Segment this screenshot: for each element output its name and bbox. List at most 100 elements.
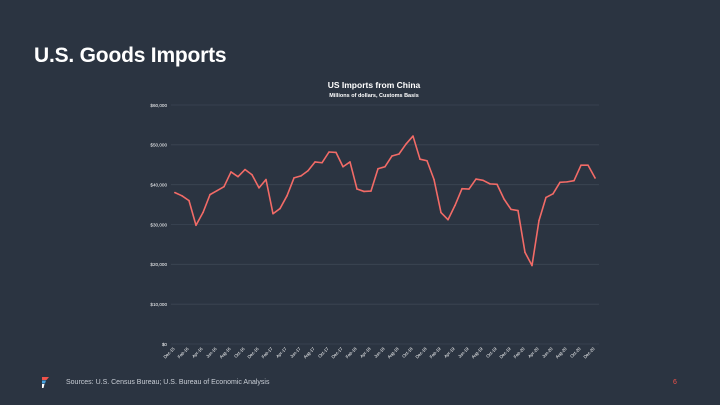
y-tick-label: $20,000 [150,262,167,267]
y-tick-label: $40,000 [150,182,167,187]
data-point [510,208,512,211]
x-tick-label: Dec-18 [414,346,428,360]
data-point [440,211,442,214]
x-tick-label: Dec-16 [246,346,260,360]
data-point [321,161,323,164]
data-point [272,212,274,215]
x-tick-label: Oct-19 [485,346,498,359]
x-tick-label: Jun-18 [373,346,386,359]
data-point [594,177,596,179]
x-tick-label: Jun-16 [205,346,218,359]
data-point [587,164,589,166]
data-point [517,209,519,212]
series-line-us-imports-from-china [174,135,596,267]
x-tick-label: Oct-16 [233,346,246,359]
data-point [307,169,309,172]
x-tick-label: Apr-16 [191,346,204,359]
data-point [552,193,554,195]
data-point [398,153,400,155]
y-axis-ticks: $0 $10,000 $20,000 $30,000 $40,000 $50,000 $60… [150,103,167,347]
data-point [342,165,344,168]
chart-subtitle: Millions of dollars, Customs Basis [329,93,419,99]
data-point [314,161,316,163]
x-tick-label: Aug-18 [386,346,400,360]
data-point [559,181,561,184]
data-point [202,211,204,214]
data-point [391,155,393,157]
data-point [293,177,295,179]
data-point [433,178,435,181]
x-tick-label: Feb-18 [345,346,359,360]
data-point [300,175,302,177]
data-point [384,165,386,168]
data-point [412,135,414,137]
x-tick-label: Dec-15 [162,346,176,360]
logo-icon [42,377,49,388]
x-tick-label: Feb-17 [261,346,275,360]
y-tick-label: $10,000 [150,302,167,307]
data-point [188,199,190,202]
y-tick-label: $50,000 [150,143,167,148]
data-point [573,179,575,182]
data-point [181,195,183,197]
data-point [328,151,330,153]
data-point [461,187,463,190]
data-point [370,190,372,192]
x-tick-label: Jun-19 [457,346,470,359]
data-point [566,181,568,183]
x-tick-label: Aug-16 [218,346,232,360]
x-tick-label: Apr-18 [359,346,372,359]
x-tick-label: Feb-19 [429,346,443,360]
data-point [545,196,547,199]
x-tick-label: Apr-20 [527,346,540,359]
data-point [531,264,533,267]
data-point [538,219,540,222]
page-number: 6 [673,379,677,386]
data-point [419,158,421,160]
gridlines [171,104,599,345]
y-tick-label: $60,000 [150,103,167,108]
data-point [482,179,484,182]
slide-title: U.S. Goods Imports [34,44,227,67]
data-point [286,195,288,197]
data-point [258,187,260,189]
data-point [524,251,526,254]
data-point [230,171,232,173]
data-point [223,185,225,188]
x-tick-label: Oct-18 [401,346,414,359]
data-point [349,161,351,163]
data-point [195,224,197,227]
x-tick-label: Dec-20 [582,346,596,360]
data-point [251,173,253,176]
x-axis-ticks: Dec-15 Feb-16 Apr-16 Jun-16 Aug-16 Oct-16 Dec-… [162,346,596,360]
data-point [447,218,449,221]
data-point [363,190,365,193]
x-tick-label: Aug-17 [302,346,316,360]
data-point [174,191,176,194]
data-point [454,204,456,207]
data-point [503,198,505,200]
x-tick-label: Jun-17 [289,346,302,359]
x-tick-label: Feb-20 [513,346,527,360]
series-points [174,135,596,267]
x-tick-label: Feb-16 [177,346,191,360]
data-point [489,183,491,185]
chart-title: US Imports from China [328,80,421,90]
x-tick-label: Aug-19 [470,346,484,360]
x-tick-label: Oct-17 [317,346,330,359]
y-tick-label: $30,000 [150,222,167,227]
data-point [468,188,470,190]
data-point [209,193,211,196]
data-point [216,189,218,192]
x-tick-label: Oct-20 [569,346,582,359]
data-point [356,188,358,190]
data-point [475,178,477,180]
data-point [237,175,239,178]
x-tick-label: Jun-20 [541,346,554,359]
data-point [335,151,337,154]
data-point [279,207,281,210]
x-tick-label: Dec-19 [498,346,512,360]
x-tick-label: Apr-17 [275,346,288,359]
source-note: Sources: U.S. Census Bureau; U.S. Bureau… [66,379,270,386]
